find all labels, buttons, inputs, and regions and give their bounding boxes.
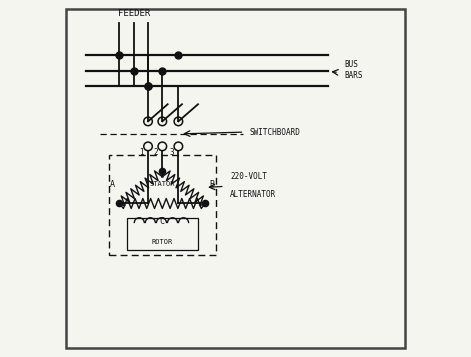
Text: ROTOR: ROTOR xyxy=(152,239,173,245)
FancyBboxPatch shape xyxy=(66,9,405,348)
Text: B: B xyxy=(210,180,215,189)
Text: 220-VOLT: 220-VOLT xyxy=(230,172,267,181)
Text: C: C xyxy=(160,217,165,226)
Bar xyxy=(127,218,198,250)
Text: 1: 1 xyxy=(139,148,144,157)
Text: BUS: BUS xyxy=(344,60,358,69)
Text: FEEDER: FEEDER xyxy=(118,9,150,18)
Text: BARS: BARS xyxy=(344,71,363,80)
Text: STATOR: STATOR xyxy=(150,181,175,187)
Bar xyxy=(109,155,216,255)
Text: ALTERNATOR: ALTERNATOR xyxy=(230,190,276,199)
Text: 3: 3 xyxy=(170,148,174,157)
Text: A: A xyxy=(110,180,115,189)
Text: 2: 2 xyxy=(154,148,158,157)
Text: SWITCHBOARD: SWITCHBOARD xyxy=(250,127,300,137)
